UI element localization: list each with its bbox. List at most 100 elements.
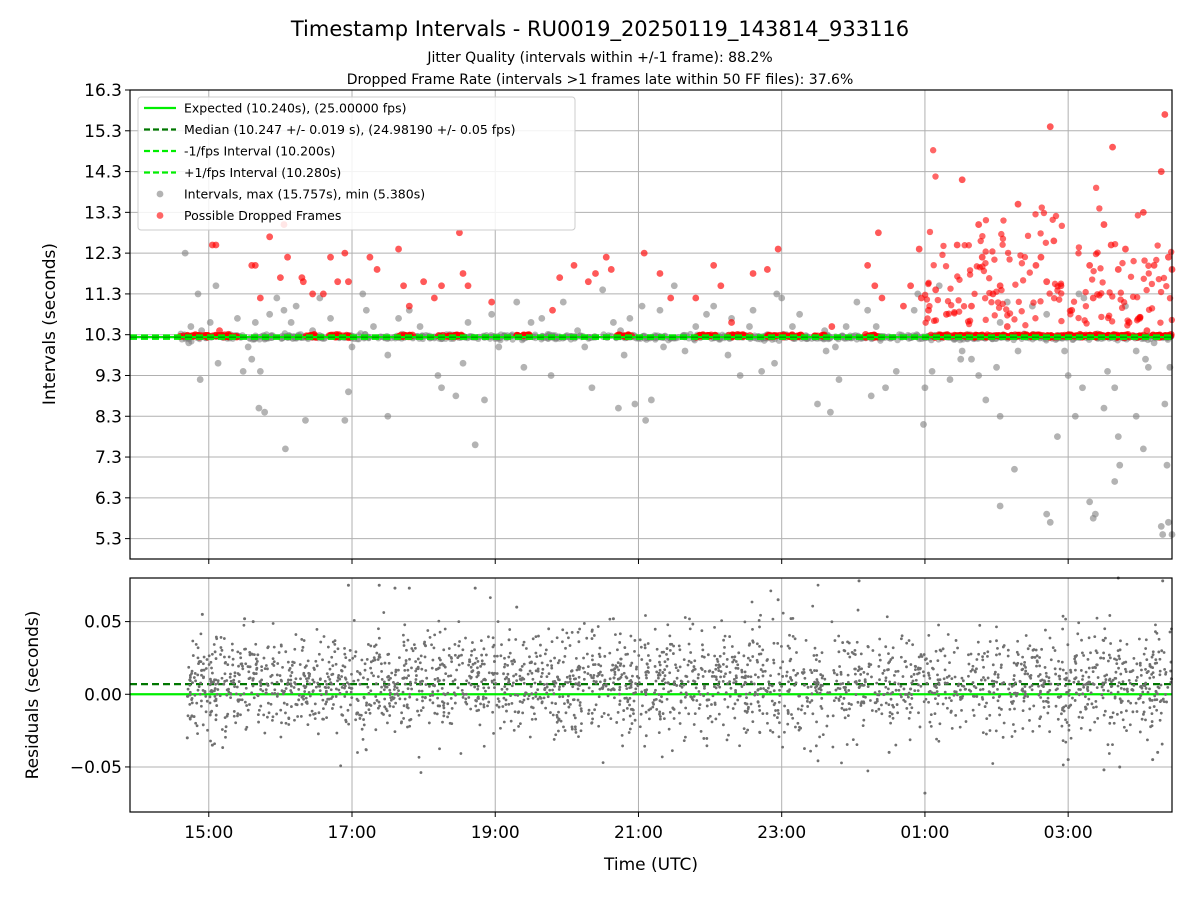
residual-point xyxy=(916,683,920,687)
residual-point xyxy=(1116,649,1120,653)
residual-point xyxy=(690,696,694,699)
residual-point xyxy=(1094,699,1098,703)
residual-point xyxy=(1000,663,1003,667)
residual-point xyxy=(793,683,796,687)
residual-point xyxy=(955,693,959,697)
residual-point xyxy=(487,686,491,690)
residual-point xyxy=(678,722,682,725)
residual-point xyxy=(749,680,753,684)
residual-point xyxy=(1108,721,1112,725)
residual-point xyxy=(716,683,720,687)
residual-point xyxy=(480,680,484,684)
residual-point xyxy=(336,679,339,683)
residual-point xyxy=(231,657,235,661)
residual-point xyxy=(210,743,214,747)
residual-point xyxy=(234,721,238,725)
dropped-frame-point xyxy=(1026,269,1033,276)
dropped-frame-point xyxy=(939,251,946,259)
residual-point xyxy=(985,701,988,705)
residual-point xyxy=(229,696,232,700)
residual-point xyxy=(815,720,818,724)
residual-point xyxy=(537,634,540,638)
residual-point xyxy=(187,665,191,669)
residual-point xyxy=(1117,654,1121,658)
dropped-frame-point xyxy=(999,235,1007,242)
interval-point xyxy=(710,302,718,310)
residual-point xyxy=(751,655,755,658)
residual-point xyxy=(874,709,878,713)
residual-point xyxy=(294,677,298,681)
residual-point xyxy=(884,645,888,649)
residual-point xyxy=(1057,696,1061,699)
residual-point xyxy=(343,684,347,688)
dropped-frame-point xyxy=(366,253,374,261)
residual-point xyxy=(826,714,830,718)
residual-point xyxy=(248,651,252,654)
residual-point xyxy=(1074,661,1078,665)
residual-point xyxy=(348,658,352,662)
residual-point xyxy=(271,622,275,625)
residual-point xyxy=(213,742,216,746)
interval-point xyxy=(1079,384,1086,392)
residual-point xyxy=(1100,685,1104,689)
residual-point xyxy=(568,702,572,706)
residual-point xyxy=(502,720,506,724)
residual-point xyxy=(1054,672,1058,676)
residual-point xyxy=(518,677,522,681)
residual-point xyxy=(549,659,553,663)
residual-point xyxy=(1132,657,1136,660)
residual-point xyxy=(374,682,378,686)
residual-point xyxy=(551,713,555,717)
residual-point xyxy=(582,677,586,681)
residual-point xyxy=(273,688,277,692)
residual-point xyxy=(620,734,624,737)
residual-point xyxy=(705,704,709,708)
residual-point xyxy=(977,703,981,706)
residual-point xyxy=(481,695,485,699)
residual-point xyxy=(862,683,866,687)
intervals-axes-frame xyxy=(129,89,1173,560)
residual-point xyxy=(1144,638,1148,642)
residual-point xyxy=(250,691,254,695)
residual-point xyxy=(312,680,316,684)
residual-point xyxy=(956,646,959,650)
residual-point xyxy=(1080,638,1083,642)
residual-point xyxy=(435,712,439,716)
residual-point xyxy=(1028,685,1032,689)
residual-point xyxy=(780,684,783,688)
residual-point xyxy=(384,685,387,689)
residual-point xyxy=(1135,675,1139,679)
residual-point xyxy=(945,676,949,679)
residual-point xyxy=(457,663,461,667)
residual-point xyxy=(783,704,787,708)
residual-point xyxy=(377,700,381,704)
residual-point xyxy=(630,680,634,684)
dropped-frame-point xyxy=(1161,111,1169,118)
residual-point xyxy=(319,640,323,644)
interval-point xyxy=(773,290,781,298)
residual-point xyxy=(1001,645,1005,649)
residual-point xyxy=(561,695,565,699)
residual-point xyxy=(290,671,294,674)
residual-point xyxy=(193,693,197,697)
residual-point xyxy=(952,650,956,654)
residual-point xyxy=(770,699,774,703)
residual-point xyxy=(1082,683,1085,687)
residual-point xyxy=(1061,706,1065,710)
residual-point xyxy=(272,645,276,649)
residual-point xyxy=(905,641,909,645)
dropped-frame-point xyxy=(1088,276,1096,283)
residual-point xyxy=(232,710,236,713)
residual-point xyxy=(798,694,801,698)
residual-point xyxy=(382,611,386,614)
residual-point xyxy=(370,671,374,675)
x-tick-label: 01:00 xyxy=(900,823,949,843)
residual-point xyxy=(561,684,565,688)
residual-point xyxy=(721,679,725,683)
residual-point xyxy=(682,683,686,687)
residual-point xyxy=(1089,691,1093,695)
residual-point xyxy=(706,692,710,695)
residual-point xyxy=(648,659,652,662)
residual-point xyxy=(982,676,985,679)
residual-point xyxy=(705,737,709,740)
